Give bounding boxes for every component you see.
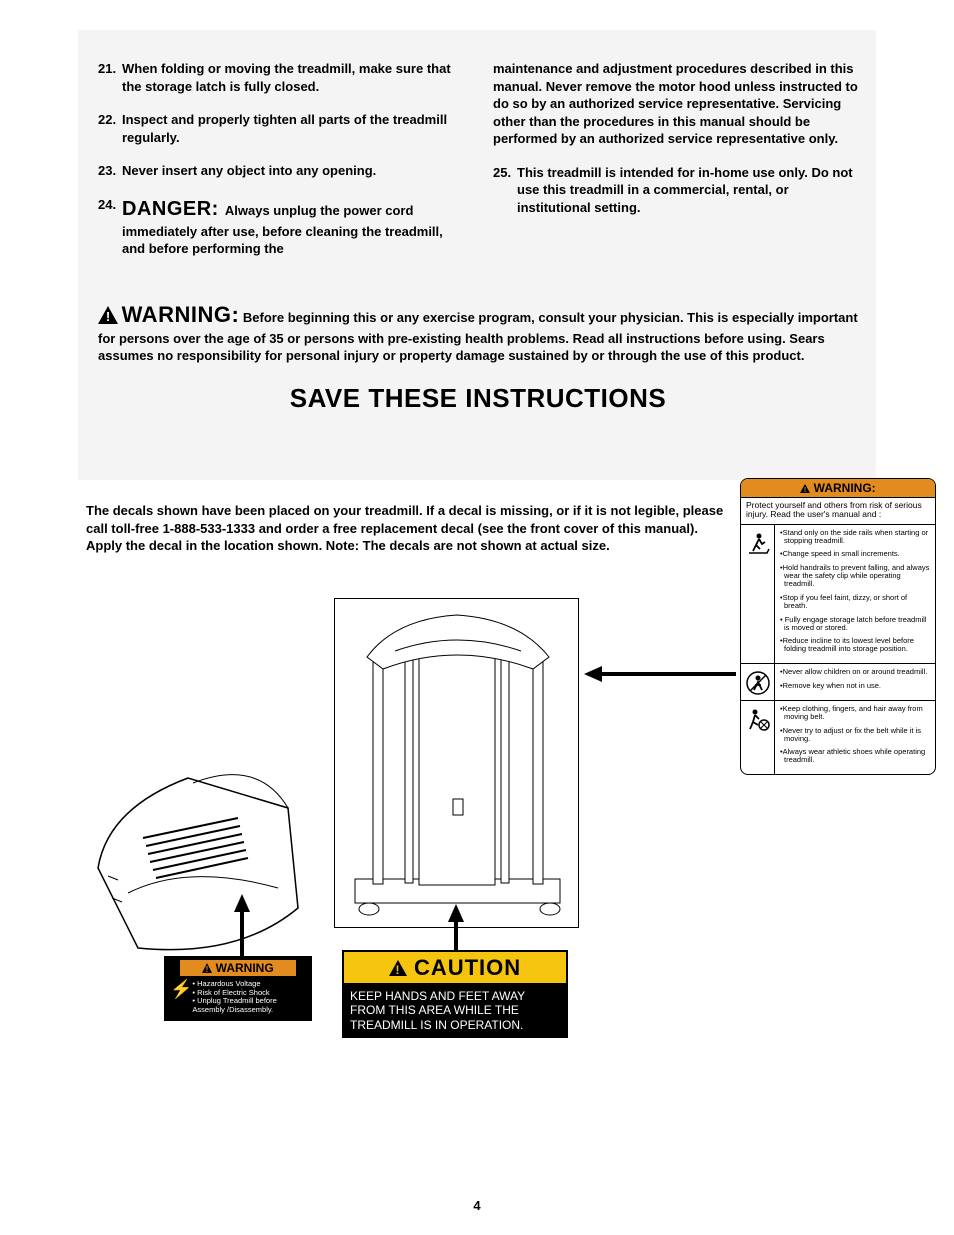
- decal-tall-bullets: •Stand only on the side rails when start…: [775, 525, 935, 664]
- save-instructions-heading: SAVE THESE INSTRUCTIONS: [98, 383, 858, 414]
- svg-text:!: !: [395, 963, 400, 976]
- list-item: 21.When folding or moving the treadmill,…: [98, 60, 463, 95]
- svg-text:!: !: [206, 965, 209, 973]
- decal-warning-small-lines: • Hazardous Voltage• Risk of Electric Sh…: [192, 980, 306, 1015]
- motor-hood-illustration: [88, 748, 308, 968]
- decal-tall-section: •Keep clothing, fingers, and hair away f…: [741, 701, 935, 774]
- decal-warning-small-header: ! WARNING: [179, 959, 297, 977]
- list-item: 22.Inspect and properly tighten all part…: [98, 111, 463, 146]
- decal-caution-header: ! CAUTION: [344, 952, 566, 985]
- no-children-icon: [741, 664, 775, 700]
- warning-triangle-icon: !: [98, 306, 118, 329]
- arrow-stem: [600, 672, 736, 676]
- left-column: 21.When folding or moving the treadmill,…: [98, 60, 463, 274]
- decal-caution-body: KEEP HANDS AND FEET AWAY FROM THIS AREA …: [344, 985, 566, 1036]
- svg-text:!: !: [804, 487, 806, 493]
- list-item-continuation: maintenance and adjustment procedures de…: [493, 60, 858, 148]
- arrow-stem: [454, 920, 458, 950]
- page-number: 4: [0, 1198, 954, 1213]
- svg-text:!: !: [106, 309, 110, 324]
- lightning-bolt-icon: ⚡: [170, 980, 192, 1015]
- arrow-stem: [240, 910, 244, 956]
- decal-caution: ! CAUTION KEEP HANDS AND FEET AWAY FROM …: [342, 950, 568, 1038]
- list-item: 25.This treadmill is intended for in-hom…: [493, 164, 858, 217]
- decal-tall-bullets: •Never allow children on or around tread…: [775, 664, 935, 700]
- decal-tall-section: •Never allow children on or around tread…: [741, 664, 935, 701]
- instructions-content: 21.When folding or moving the treadmill,…: [98, 60, 858, 414]
- folded-treadmill-illustration: [334, 598, 579, 928]
- decal-intro-text: The decals shown have been placed on you…: [86, 502, 726, 555]
- list-item: 23.Never insert any object into any open…: [98, 162, 463, 180]
- decal-tall-intro: Protect yourself and others from risk of…: [741, 498, 935, 525]
- warning-word: WARNING:: [122, 302, 240, 327]
- list-item: 24.DANGER: Always unplug the power cord …: [98, 196, 463, 258]
- decal-tall-header: ! WARNING:: [741, 479, 935, 498]
- decal-warning-tall: ! WARNING: Protect yourself and others f…: [740, 478, 936, 775]
- right-column: maintenance and adjustment procedures de…: [493, 60, 858, 274]
- decal-tall-bullets: •Keep clothing, fingers, and hair away f…: [775, 701, 935, 774]
- decal-warning-small: ! WARNING ⚡ • Hazardous Voltage• Risk of…: [164, 956, 312, 1021]
- warning-paragraph: ! WARNING: Before beginning this or any …: [98, 300, 858, 365]
- decal-tall-section: •Stand only on the side rails when start…: [741, 525, 935, 665]
- entanglement-icon: [741, 701, 775, 774]
- treadmill-person-icon: [741, 525, 775, 664]
